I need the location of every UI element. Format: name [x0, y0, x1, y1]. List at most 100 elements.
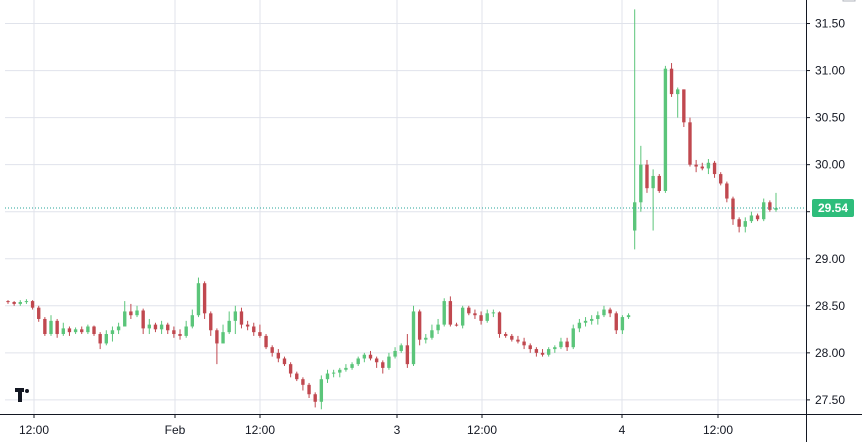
candle — [645, 159, 649, 193]
candle-body — [700, 166, 704, 169]
candle — [626, 313, 631, 319]
candle — [460, 305, 465, 329]
candle — [749, 211, 754, 223]
candle — [657, 174, 661, 193]
candle-body — [6, 301, 10, 303]
candle — [663, 65, 668, 193]
candle-body — [43, 318, 47, 335]
candle — [516, 335, 520, 344]
candle — [405, 334, 410, 368]
candle-body — [682, 89, 686, 123]
candle-body — [749, 215, 754, 222]
candle-body — [166, 324, 170, 331]
candle — [639, 145, 643, 212]
time-tick-label: 3 — [394, 423, 401, 437]
candle — [485, 309, 489, 323]
candle — [12, 301, 16, 306]
candle — [362, 352, 367, 363]
tradingview-logo-icon[interactable] — [15, 388, 29, 402]
candle-body — [92, 326, 96, 335]
candle-body — [503, 334, 508, 336]
candle — [49, 315, 53, 336]
candle — [116, 322, 121, 335]
candle — [307, 382, 311, 399]
candle — [571, 324, 575, 350]
candle-body — [626, 315, 631, 318]
candle — [239, 307, 244, 329]
candle-body — [774, 207, 778, 210]
candle-body — [141, 310, 145, 329]
candle-body — [546, 349, 551, 355]
candle — [153, 322, 158, 333]
candle — [129, 303, 133, 319]
candle-body — [614, 313, 618, 331]
candle-body — [123, 311, 127, 327]
candle — [295, 371, 299, 382]
candle-body — [473, 313, 477, 316]
candle — [233, 305, 238, 335]
candle-body — [602, 309, 606, 316]
candle-body — [768, 202, 772, 210]
candle — [694, 159, 698, 173]
candle-body — [387, 356, 391, 368]
candle — [424, 334, 428, 344]
candle-body — [565, 341, 569, 348]
candle-body — [55, 320, 59, 335]
candle-body — [184, 326, 188, 336]
candle-body — [61, 328, 65, 335]
candle-body — [135, 310, 139, 316]
candle — [540, 349, 545, 357]
candle-body — [344, 367, 348, 370]
price-tick-label: 30.50 — [815, 111, 845, 125]
last-price-label: 29.54 — [818, 201, 848, 215]
candle — [430, 324, 434, 340]
candle — [344, 364, 348, 372]
price-tick-label: 29.00 — [815, 252, 845, 266]
candle-body — [411, 311, 416, 365]
candle-body — [178, 334, 182, 336]
last-price-tag: 29.54 — [812, 198, 854, 217]
candle-body — [67, 328, 72, 333]
candle-body — [172, 330, 176, 335]
candle — [755, 213, 760, 222]
candle-body — [239, 311, 244, 325]
candle — [325, 369, 330, 383]
candle-body — [712, 162, 717, 175]
candle — [774, 192, 778, 212]
chart-settings-icon[interactable] — [834, 0, 858, 6]
candle-body — [737, 219, 741, 227]
candle-body — [338, 369, 342, 373]
price-tick-label: 31.50 — [815, 17, 845, 31]
candle-body — [405, 345, 410, 365]
candle — [589, 315, 594, 325]
candle-body — [485, 313, 489, 321]
candle-body — [258, 332, 262, 336]
candle-body — [762, 202, 766, 220]
time-tick-label: 12:00 — [245, 423, 275, 437]
candle — [55, 318, 59, 338]
candle-body — [80, 329, 84, 333]
candle — [270, 345, 274, 357]
candle — [706, 159, 711, 175]
candle — [61, 322, 65, 336]
candle — [497, 311, 502, 338]
candle-body — [356, 358, 360, 365]
candle-body — [368, 354, 373, 359]
candle-body — [510, 335, 514, 340]
candle-body — [657, 175, 661, 192]
candle-body — [577, 322, 582, 329]
candle — [202, 281, 207, 319]
candle — [712, 160, 717, 178]
candle — [258, 324, 262, 338]
candle — [288, 362, 293, 378]
candle-body — [571, 328, 575, 348]
candle — [123, 301, 127, 327]
candle-body — [553, 347, 557, 350]
candle — [245, 320, 250, 331]
candle-body — [86, 326, 90, 333]
candle-body — [98, 334, 102, 344]
candle — [768, 200, 772, 212]
candle — [92, 325, 96, 336]
